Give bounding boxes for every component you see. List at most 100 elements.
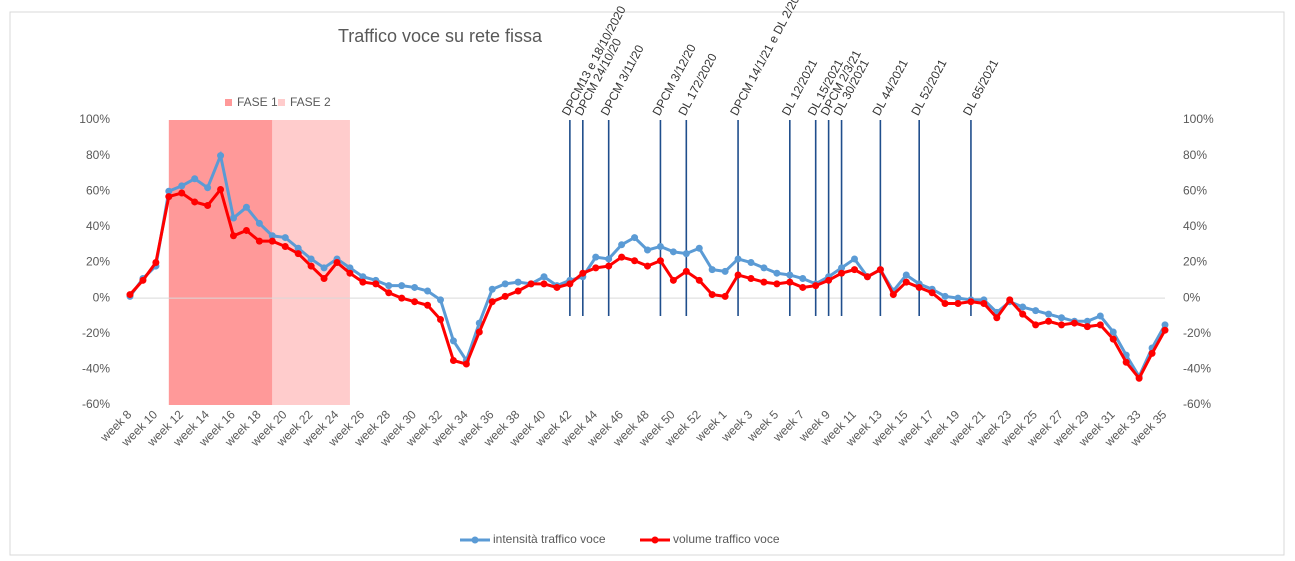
series-point (501, 280, 509, 288)
series-point (359, 273, 367, 281)
series-point (967, 298, 975, 306)
series-point (165, 187, 173, 195)
series-point (139, 276, 147, 284)
series-point (152, 259, 160, 266)
series-point (1032, 307, 1040, 315)
series-point (540, 273, 548, 281)
series-point (307, 262, 315, 270)
legend-swatch (278, 99, 285, 106)
series-point (1122, 358, 1130, 366)
series-point (475, 328, 483, 336)
series-point (449, 356, 457, 364)
series-point (1083, 317, 1091, 325)
legend-label: FASE 1 (237, 95, 278, 109)
series-point (592, 253, 600, 261)
y-tick-label: 80% (86, 148, 110, 162)
legend-label: volume traffico voce (673, 532, 780, 546)
series-point (1161, 321, 1169, 329)
series-point (708, 266, 716, 274)
series-point (941, 299, 949, 307)
series-point (954, 299, 962, 307)
series-point (320, 264, 328, 272)
series-point (1070, 319, 1078, 327)
series-point (721, 267, 729, 275)
series-point (424, 287, 432, 295)
series-point (1096, 321, 1104, 329)
series-point (747, 275, 755, 283)
series-point (1006, 296, 1014, 304)
series-point (411, 298, 419, 306)
series-point (242, 203, 250, 211)
series-point (1032, 321, 1040, 329)
series-point (799, 275, 807, 283)
series-point (980, 299, 988, 307)
series-point (411, 283, 419, 291)
y2-tick-label: -40% (1183, 362, 1211, 376)
series-point (1058, 321, 1065, 329)
series-point (217, 152, 225, 160)
series-point (695, 276, 703, 284)
series-point (165, 193, 173, 201)
series-point (385, 282, 393, 290)
series-point (656, 257, 664, 265)
series-point (825, 276, 833, 284)
series-point (631, 234, 639, 242)
series-point (1161, 326, 1169, 334)
series-point (217, 185, 225, 193)
series-point (993, 314, 1001, 322)
series-point (553, 283, 561, 291)
phase-band (168, 120, 273, 405)
series-point (462, 360, 470, 368)
series-point (372, 280, 380, 288)
series-point (812, 282, 820, 290)
y-tick-label: 0% (93, 290, 111, 304)
series-point (902, 278, 910, 286)
series-point (1148, 349, 1156, 357)
series-point (424, 301, 432, 309)
series-point (786, 278, 794, 286)
y-tick-label: -60% (82, 397, 110, 411)
series-point (346, 264, 354, 272)
series-point (708, 291, 716, 299)
legend-swatch (225, 99, 232, 106)
series-point (126, 291, 134, 299)
series-point (178, 182, 186, 190)
series-point (437, 316, 444, 323)
legend-marker (651, 536, 659, 544)
series-point (1019, 303, 1027, 311)
series-point (579, 269, 587, 277)
series-point (191, 198, 199, 206)
series-point (631, 257, 639, 265)
series-point (294, 244, 302, 252)
series-point (359, 278, 367, 286)
series-point (786, 271, 794, 279)
series-point (178, 189, 186, 197)
y2-tick-label: 0% (1183, 290, 1201, 304)
series-point (488, 285, 496, 293)
series-point (618, 241, 626, 249)
y2-tick-label: -20% (1183, 326, 1211, 340)
series-point (773, 280, 781, 288)
series-point (734, 271, 742, 279)
series-point (760, 264, 768, 272)
series-point (605, 255, 613, 263)
series-point (242, 226, 250, 234)
series-point (941, 292, 949, 300)
series-point (255, 219, 263, 227)
y2-tick-label: 80% (1183, 148, 1207, 162)
series-point (799, 283, 807, 291)
series-point (1109, 328, 1117, 336)
series-point (437, 296, 444, 304)
series-point (1109, 335, 1117, 343)
series-point (398, 294, 406, 302)
series-point (695, 244, 703, 252)
series-point (346, 269, 354, 277)
y-tick-label: -40% (82, 362, 110, 376)
series-point (644, 262, 651, 270)
series-point (1135, 374, 1143, 382)
series-point (1019, 310, 1027, 318)
chart-title: Traffico voce su rete fissa (338, 26, 543, 46)
series-point (204, 202, 212, 209)
series-point (618, 253, 626, 261)
